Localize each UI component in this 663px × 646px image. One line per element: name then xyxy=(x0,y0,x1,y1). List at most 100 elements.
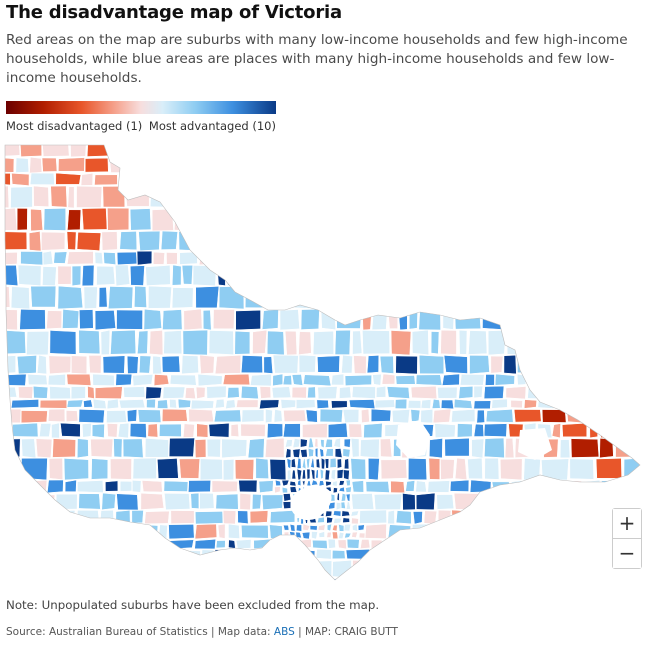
suburb-region[interactable] xyxy=(430,331,440,355)
suburb-region[interactable] xyxy=(324,458,330,469)
suburb-region[interactable] xyxy=(1,493,18,510)
suburb-region[interactable] xyxy=(407,400,422,409)
suburb-region[interactable] xyxy=(562,330,587,356)
suburb-region[interactable] xyxy=(586,409,596,423)
suburb-region[interactable] xyxy=(528,510,544,525)
suburb-region[interactable] xyxy=(439,539,453,550)
suburb-region[interactable] xyxy=(16,208,28,231)
suburb-region[interactable] xyxy=(44,509,52,525)
suburb-region[interactable] xyxy=(0,524,20,539)
suburb-region[interactable] xyxy=(0,578,14,585)
suburb-region[interactable] xyxy=(474,208,492,231)
suburb-region[interactable] xyxy=(442,549,458,559)
suburb-region[interactable] xyxy=(600,355,623,374)
suburb-region[interactable] xyxy=(291,560,311,578)
suburb-region[interactable] xyxy=(285,448,292,459)
suburb-region[interactable] xyxy=(560,493,585,511)
suburb-region[interactable] xyxy=(222,373,251,386)
suburb-region[interactable] xyxy=(164,560,183,578)
suburb-region[interactable] xyxy=(206,385,227,399)
suburb-region[interactable] xyxy=(311,479,319,486)
suburb-region[interactable] xyxy=(343,173,355,187)
suburb-region[interactable] xyxy=(629,287,641,309)
suburb-region[interactable] xyxy=(55,172,82,185)
suburb-region[interactable] xyxy=(449,579,469,585)
suburb-region[interactable] xyxy=(483,385,505,399)
suburb-region[interactable] xyxy=(147,423,159,438)
suburb-region[interactable] xyxy=(57,265,72,285)
suburb-region[interactable] xyxy=(225,399,236,409)
suburb-region[interactable] xyxy=(415,374,443,386)
suburb-region[interactable] xyxy=(411,523,433,539)
suburb-region[interactable] xyxy=(78,549,103,559)
suburb-region[interactable] xyxy=(117,422,130,439)
suburb-region[interactable] xyxy=(33,386,49,399)
suburb-region[interactable] xyxy=(266,549,292,560)
suburb-region[interactable] xyxy=(157,157,175,173)
suburb-region[interactable] xyxy=(351,517,359,525)
suburb-region[interactable] xyxy=(57,285,84,310)
suburb-region[interactable] xyxy=(1,207,18,231)
suburb-region[interactable] xyxy=(431,140,440,157)
suburb-region[interactable] xyxy=(296,524,302,532)
suburb-region[interactable] xyxy=(252,494,262,510)
suburb-region[interactable] xyxy=(532,355,541,373)
suburb-region[interactable] xyxy=(52,438,76,458)
suburb-region[interactable] xyxy=(346,538,360,549)
suburb-region[interactable] xyxy=(241,355,263,374)
suburb-region[interactable] xyxy=(449,479,470,492)
suburb-region[interactable] xyxy=(440,578,449,585)
suburb-region[interactable] xyxy=(44,579,65,585)
suburb-region[interactable] xyxy=(42,266,57,286)
suburb-region[interactable] xyxy=(421,231,433,251)
suburb-region[interactable] xyxy=(581,266,606,286)
suburb-region[interactable] xyxy=(295,141,321,157)
suburb-region[interactable] xyxy=(451,409,476,423)
suburb-region[interactable] xyxy=(291,469,297,480)
suburb-region[interactable] xyxy=(488,561,512,578)
suburb-region[interactable] xyxy=(546,250,567,266)
suburb-region[interactable] xyxy=(179,185,198,207)
suburb-region[interactable] xyxy=(78,409,105,424)
suburb-region[interactable] xyxy=(445,524,464,539)
suburb-region[interactable] xyxy=(454,157,471,173)
suburb-region[interactable] xyxy=(361,408,370,423)
suburb-region[interactable] xyxy=(94,252,104,265)
suburb-region[interactable] xyxy=(502,172,518,186)
suburb-region[interactable] xyxy=(20,251,43,266)
suburb-region[interactable] xyxy=(623,458,640,480)
suburb-region[interactable] xyxy=(130,265,145,286)
suburb-region[interactable] xyxy=(249,140,273,158)
suburb-region[interactable] xyxy=(570,560,594,578)
suburb-region[interactable] xyxy=(136,548,154,560)
suburb-region[interactable] xyxy=(26,331,50,356)
suburb-region[interactable] xyxy=(597,577,615,585)
suburb-region[interactable] xyxy=(410,386,438,399)
suburb-region[interactable] xyxy=(270,539,298,549)
suburb-region[interactable] xyxy=(318,531,325,538)
suburb-region[interactable] xyxy=(77,480,104,493)
suburb-region[interactable] xyxy=(471,438,485,459)
suburb-region[interactable] xyxy=(593,385,621,399)
suburb-region[interactable] xyxy=(308,447,314,457)
suburb-region[interactable] xyxy=(136,250,153,266)
suburb-region[interactable] xyxy=(280,399,296,409)
suburb-region[interactable] xyxy=(570,438,600,458)
suburb-region[interactable] xyxy=(535,577,558,585)
suburb-region[interactable] xyxy=(179,251,198,265)
suburb-region[interactable] xyxy=(317,516,325,523)
suburb-region[interactable] xyxy=(540,356,558,374)
suburb-region[interactable] xyxy=(150,538,169,549)
suburb-region[interactable] xyxy=(400,559,428,579)
suburb-region[interactable] xyxy=(236,399,259,408)
suburb-region[interactable] xyxy=(206,438,221,458)
suburb-region[interactable] xyxy=(67,209,82,231)
suburb-region[interactable] xyxy=(190,492,200,509)
suburb-region[interactable] xyxy=(338,524,345,532)
suburb-region[interactable] xyxy=(574,549,584,560)
suburb-region[interactable] xyxy=(183,423,195,438)
suburb-region[interactable] xyxy=(65,539,78,549)
suburb-region[interactable] xyxy=(472,265,497,287)
suburb-region[interactable] xyxy=(297,479,302,487)
suburb-region[interactable] xyxy=(296,399,316,409)
